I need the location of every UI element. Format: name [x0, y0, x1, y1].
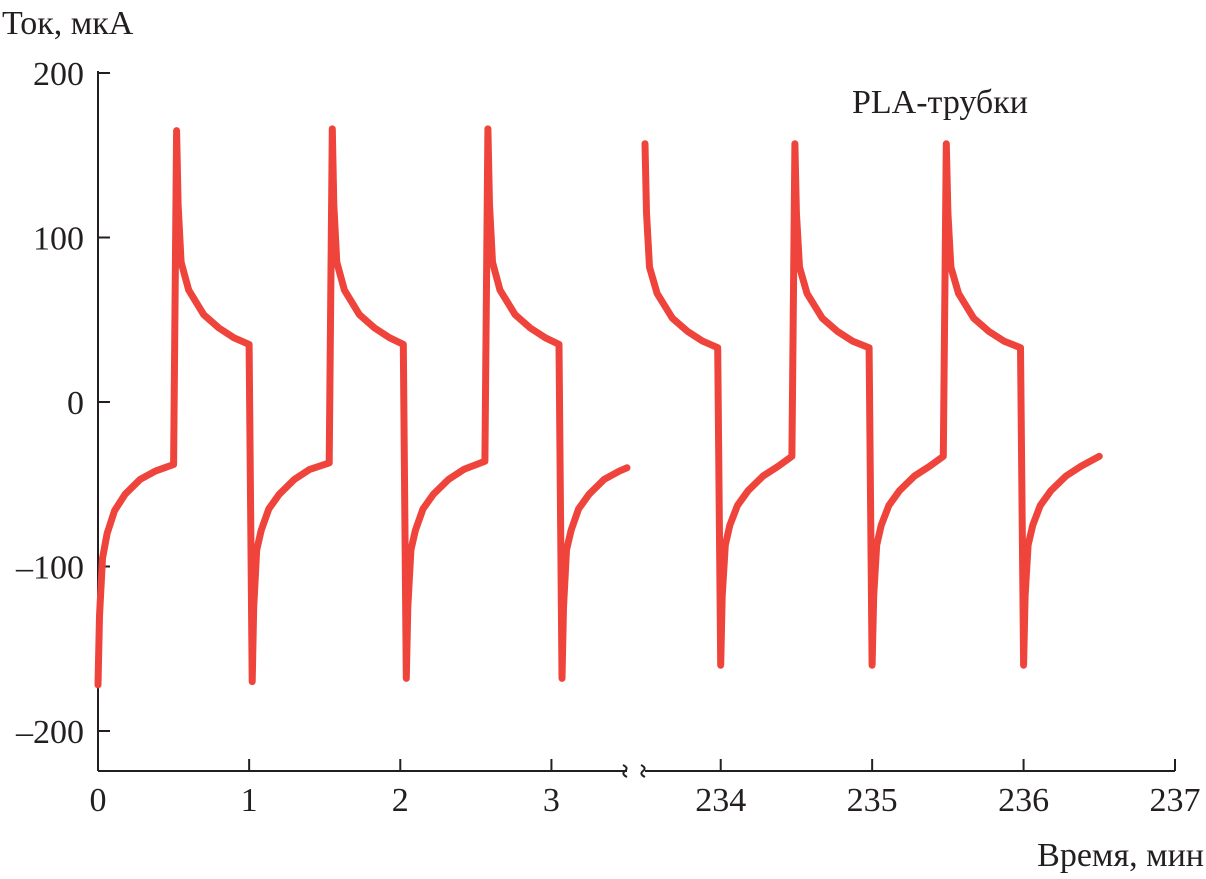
x-tick-label: 235 — [847, 782, 898, 819]
series-line-segment-1 — [641, 140, 1103, 669]
y-tick-label: 200 — [33, 56, 84, 93]
axis-break-mark — [622, 764, 628, 778]
axis-break-mark — [640, 764, 646, 778]
x-axis-title: Время, мин — [1037, 837, 1204, 874]
x-tick-label: 237 — [1150, 782, 1201, 819]
y-tick-label: –200 — [15, 714, 84, 751]
x-tick-label: 2 — [392, 782, 409, 819]
x-tick-label: 236 — [998, 782, 1049, 819]
y-tick-label: 100 — [33, 221, 84, 258]
x-tick-label: 0 — [90, 782, 107, 819]
x-tick-label: 234 — [695, 782, 746, 819]
series-lines — [94, 125, 1103, 689]
y-axis-title: Ток, мкА — [2, 5, 134, 42]
y-tick-label: –100 — [15, 550, 84, 587]
x-tick-label: 3 — [543, 782, 560, 819]
y-tick-label: 0 — [67, 385, 84, 422]
series-line-segment-0 — [94, 125, 631, 689]
series-annotation: PLA-трубки — [852, 84, 1028, 121]
x-tick-label: 1 — [241, 782, 258, 819]
